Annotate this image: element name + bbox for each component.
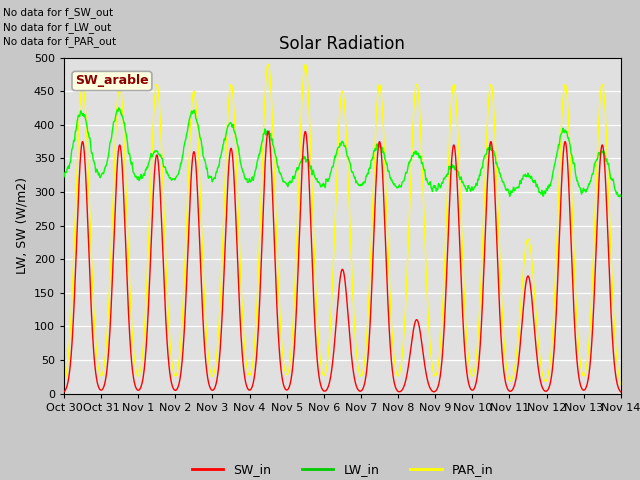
- Text: SW_arable: SW_arable: [75, 74, 148, 87]
- Text: No data for f_LW_out: No data for f_LW_out: [3, 22, 111, 33]
- Y-axis label: LW, SW (W/m2): LW, SW (W/m2): [15, 177, 28, 274]
- Title: Solar Radiation: Solar Radiation: [280, 35, 405, 53]
- Text: No data for f_PAR_out: No data for f_PAR_out: [3, 36, 116, 47]
- Text: No data for f_SW_out: No data for f_SW_out: [3, 7, 113, 18]
- Legend: SW_in, LW_in, PAR_in: SW_in, LW_in, PAR_in: [186, 458, 499, 480]
